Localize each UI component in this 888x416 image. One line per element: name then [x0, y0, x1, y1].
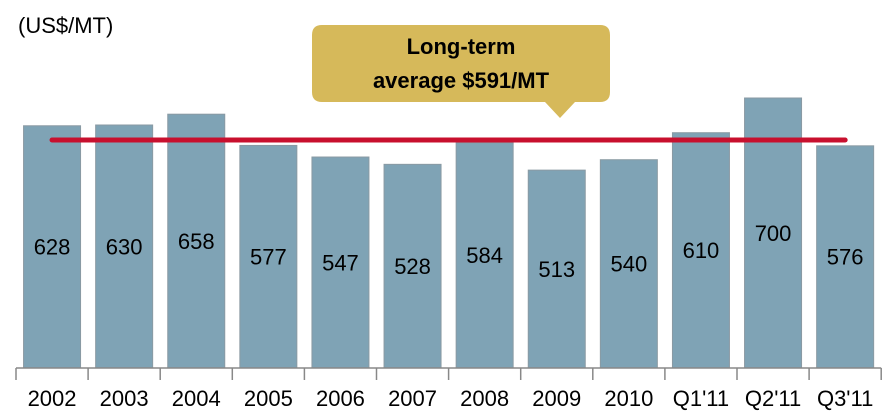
value-label: 584 — [466, 243, 503, 268]
annotation-text: average $591/MT — [373, 68, 550, 93]
x-tick-label: Q1'11 — [673, 386, 729, 411]
unit-label: (US$/MT) — [18, 13, 113, 38]
bar — [527, 169, 586, 369]
value-label: 700 — [755, 221, 792, 246]
value-label: 528 — [394, 254, 431, 279]
value-label: 628 — [34, 235, 71, 260]
bar — [167, 113, 226, 369]
x-tick-label: Q3'11 — [817, 386, 873, 411]
value-label: 576 — [827, 245, 864, 270]
bar — [671, 132, 730, 369]
annotation-callout — [312, 25, 610, 118]
x-tick-label: 2007 — [388, 386, 437, 411]
value-label: 540 — [610, 252, 647, 277]
annotation-text: Long-term — [407, 34, 516, 59]
bar — [239, 144, 298, 369]
x-tick-label: 2006 — [316, 386, 365, 411]
x-tick-label: 2008 — [460, 386, 509, 411]
bar — [95, 124, 154, 369]
x-tick-label: 2010 — [604, 386, 653, 411]
x-tick-label: 2003 — [100, 386, 149, 411]
bar — [311, 156, 370, 369]
x-tick-label: Q2'11 — [745, 386, 801, 411]
x-tick-label: 2005 — [244, 386, 293, 411]
value-label: 577 — [250, 245, 287, 270]
value-label: 547 — [322, 250, 359, 275]
x-tick-label: 2002 — [28, 386, 77, 411]
bar — [816, 145, 875, 369]
x-tick-label: 2009 — [532, 386, 581, 411]
value-label: 658 — [178, 229, 215, 254]
bar — [23, 125, 82, 369]
bar — [383, 163, 442, 369]
x-tick-label: 2004 — [172, 386, 221, 411]
value-label: 610 — [683, 238, 720, 263]
value-label: 513 — [538, 257, 575, 282]
value-label: 630 — [106, 234, 143, 259]
bar — [744, 97, 803, 369]
